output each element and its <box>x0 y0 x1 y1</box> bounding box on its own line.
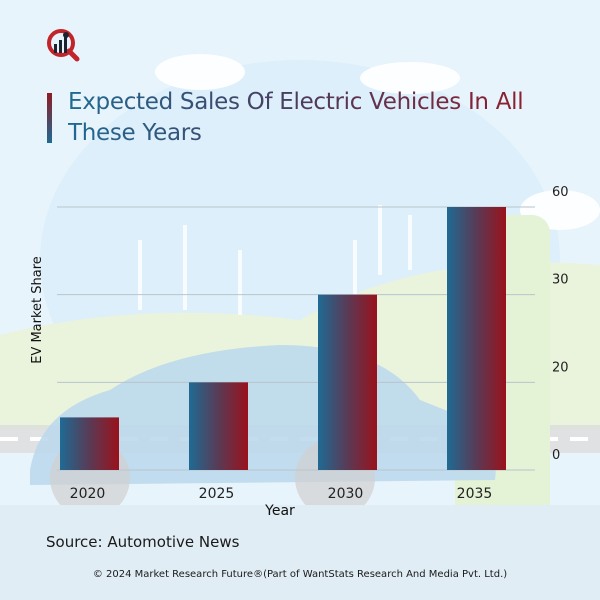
y-axis-label: EV Market Share <box>30 256 45 364</box>
chart-title: Expected Sales Of Electric Vehicles In A… <box>68 87 568 149</box>
x-tick-label: 2025 <box>199 486 235 502</box>
y-tick-label: 20 <box>552 360 569 375</box>
y-tick-label: 60 <box>552 185 569 200</box>
source-note: Source: Automotive News <box>46 533 240 551</box>
x-tick-label: 2020 <box>70 486 106 502</box>
y-tick-label: 30 <box>552 273 569 288</box>
brand-logo-icon <box>47 29 80 62</box>
x-tick-label: 2035 <box>457 486 493 502</box>
copyright-note: © 2024 Market Research Future®(Part of W… <box>92 569 508 580</box>
bar-2020 <box>60 417 119 470</box>
x-tick-label: 2030 <box>328 486 364 502</box>
bar-2035 <box>447 207 506 470</box>
y-tick-label: 0 <box>552 448 560 463</box>
title-accent-bar <box>47 93 52 143</box>
x-axis-label: Year <box>264 503 295 519</box>
bar-2025 <box>189 382 248 470</box>
bar-2030 <box>318 294 377 470</box>
